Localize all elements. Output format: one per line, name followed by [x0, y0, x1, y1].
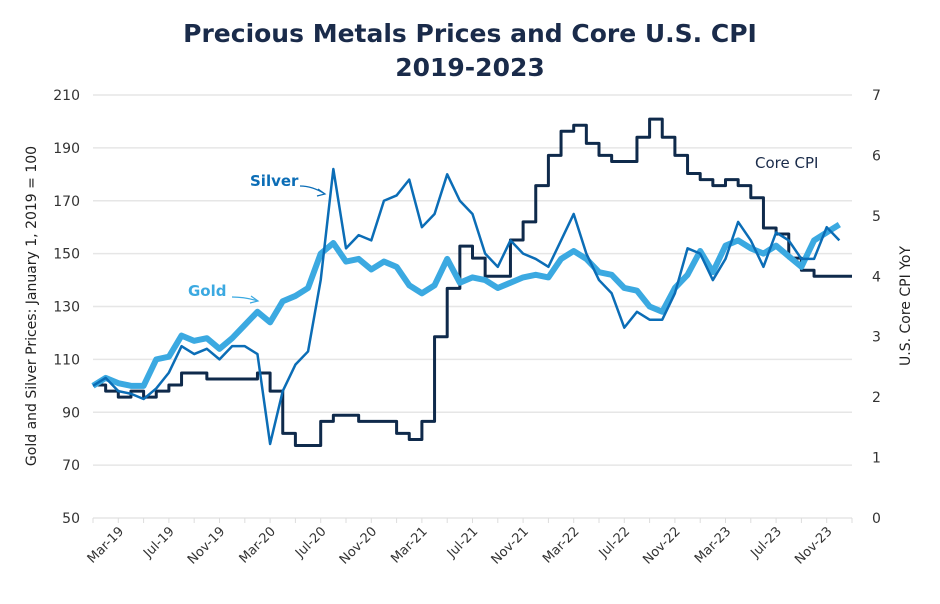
y-left-tick-label: 150 — [53, 247, 80, 263]
series-line-gold — [91, 222, 841, 389]
x-tick-label: Nov-20 — [337, 524, 380, 567]
y-left-tick-label: 210 — [53, 88, 80, 104]
y-right-tick-label: 0 — [872, 511, 881, 527]
x-tick-label: Jul-20 — [292, 524, 329, 561]
x-tick-label: Nov-21 — [489, 524, 532, 567]
y-left-tick-label: 190 — [53, 141, 80, 157]
y-right-tick-label: 2 — [872, 390, 881, 406]
x-tick-label: Mar-22 — [540, 524, 582, 566]
y-left-tick-label: 130 — [53, 300, 80, 316]
x-tick-label: Mar-21 — [388, 524, 430, 566]
series-line-silver — [92, 167, 841, 446]
x-tick-label: Jul-19 — [140, 524, 177, 561]
y-right-tick-label: 6 — [872, 148, 881, 164]
y-left-tick-label: 70 — [62, 458, 80, 474]
y-right-tick-label: 1 — [872, 451, 881, 467]
y-right-tick-label: 7 — [872, 88, 881, 104]
annotation-arrow — [299, 185, 326, 195]
annotation-arrow — [231, 296, 259, 302]
y-left-tick-label: 90 — [62, 405, 80, 421]
y-right-tick-label: 5 — [872, 209, 881, 225]
series-annotation: Silver — [250, 172, 299, 190]
y-left-tick-label: 50 — [62, 511, 80, 527]
x-tick-label: Jul-23 — [748, 524, 785, 561]
chart-subtitle: 2019-2023 — [395, 53, 545, 82]
x-tick-label: Jul-21 — [444, 524, 481, 561]
series-line-core-cpi — [93, 117, 852, 447]
arrowhead-icon — [249, 295, 260, 304]
y-axis-right-label: U.S. Core CPI YoY — [898, 246, 914, 366]
y-axis-left-label: Gold and Silver Prices: January 1, 2019 … — [24, 146, 40, 466]
x-tick-label: Jul-22 — [596, 524, 633, 561]
y-right-tick-label: 4 — [872, 269, 881, 285]
series-annotation: Core CPI — [755, 154, 818, 172]
x-tick-label: Nov-23 — [792, 524, 835, 567]
x-tick-label: Mar-20 — [237, 524, 279, 566]
x-tick-label: Nov-19 — [185, 524, 228, 567]
x-tick-label: Mar-19 — [85, 524, 127, 566]
arrowhead-icon — [316, 188, 327, 197]
y-left-tick-label: 110 — [53, 352, 80, 368]
x-tick-label: Nov-22 — [640, 524, 683, 567]
x-tick-label: Mar-23 — [692, 524, 734, 566]
y-right-tick-label: 3 — [872, 330, 881, 346]
series-annotation: Gold — [188, 282, 227, 300]
y-left-tick-label: 170 — [53, 194, 80, 210]
chart-title: Precious Metals Prices and Core U.S. CPI — [183, 19, 757, 48]
